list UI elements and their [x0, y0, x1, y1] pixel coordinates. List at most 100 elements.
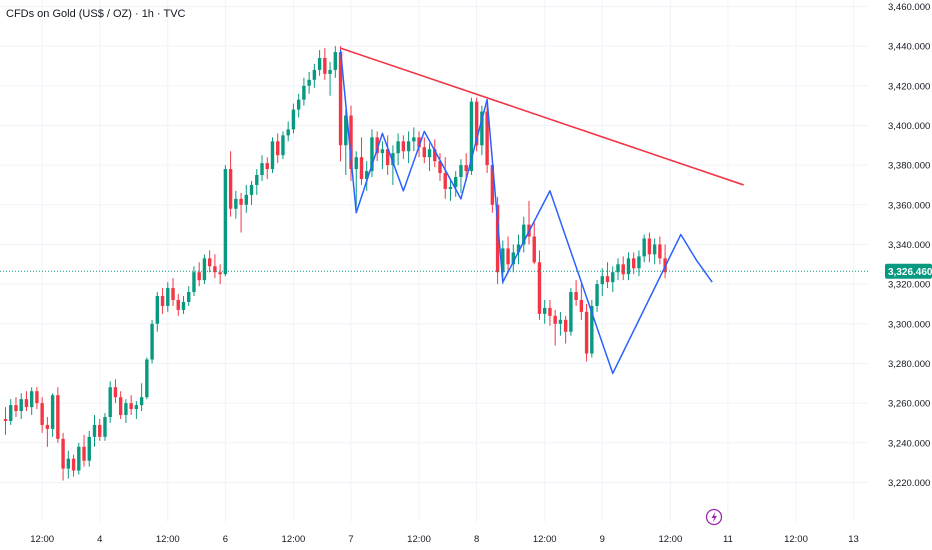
- candle-body: [647, 238, 652, 255]
- time-axis[interactable]: 12:00 4 12:00 6 12:00 7 12:00 8 12:00 9 12:00 11 12:…: [30, 534, 859, 545]
- candle: [213, 254, 217, 279]
- zigzag-pattern-drawing[interactable]: [339, 49, 713, 375]
- candle: [396, 133, 400, 166]
- candle-body: [249, 184, 254, 195]
- candle-body: [213, 266, 217, 273]
- candle-body: [108, 387, 112, 418]
- candle: [370, 129, 374, 178]
- candle-body: [548, 307, 552, 316]
- candle-body: [202, 258, 207, 281]
- candle: [412, 127, 416, 152]
- candle: [181, 296, 186, 314]
- candle-body: [506, 248, 510, 265]
- candle: [129, 395, 133, 416]
- candle-body: [611, 272, 615, 283]
- candle-body: [317, 58, 322, 70]
- candle-body: [92, 424, 97, 437]
- price-tick-label: 3,280.000: [888, 359, 930, 370]
- candle-body: [296, 99, 301, 110]
- candle: [422, 137, 426, 164]
- candle: [124, 399, 128, 423]
- candle: [338, 46, 343, 162]
- candle-body: [396, 141, 400, 154]
- candle: [155, 292, 160, 332]
- candle-body: [40, 403, 44, 425]
- candle-body: [464, 165, 468, 172]
- candle-body: [537, 262, 542, 314]
- candle: [50, 393, 55, 437]
- candle-body: [642, 238, 646, 257]
- candle-body: [19, 399, 23, 412]
- candle: [82, 434, 86, 467]
- candle-body: [427, 149, 432, 158]
- candle-body: [98, 424, 102, 437]
- candle: [349, 105, 353, 181]
- candle: [595, 280, 599, 312]
- time-tick-label: 11: [723, 534, 733, 545]
- candle: [207, 250, 212, 273]
- chart-grid: [0, 0, 868, 522]
- candle-body: [370, 137, 374, 172]
- candle: [443, 157, 447, 199]
- candle: [584, 303, 589, 362]
- candle-body: [307, 79, 311, 86]
- time-tick-label: 12:00: [658, 534, 682, 545]
- candle: [616, 258, 620, 281]
- candle-body: [495, 204, 500, 273]
- candle-body: [323, 58, 327, 74]
- candle-body: [9, 405, 13, 421]
- candle: [485, 105, 489, 174]
- candle-body: [443, 173, 447, 189]
- candle: [490, 161, 495, 213]
- price-tick-label: 3,240.000: [888, 438, 930, 449]
- candle-body: [365, 171, 369, 179]
- candlestick-series: [3, 46, 667, 481]
- time-tick-label: 6: [223, 534, 228, 545]
- candle: [234, 190, 238, 219]
- candle: [249, 180, 254, 205]
- candle: [77, 442, 81, 475]
- candle-body: [281, 135, 285, 156]
- candle: [92, 415, 97, 447]
- candle: [647, 232, 652, 263]
- candle: [255, 169, 259, 195]
- candle-body: [401, 141, 406, 152]
- lightning-icon[interactable]: [705, 508, 723, 526]
- candle: [118, 391, 123, 419]
- candle: [98, 418, 102, 441]
- candle-body: [14, 405, 18, 412]
- time-tick-label: 9: [600, 534, 605, 545]
- candle-body: [29, 391, 34, 408]
- candle-body: [328, 69, 332, 74]
- price-axis[interactable]: 3,460.000 3,440.000 3,420.000 3,400.000 3,38…: [888, 2, 930, 489]
- candle-body: [616, 264, 620, 273]
- candle-body: [553, 315, 557, 324]
- candle: [260, 155, 264, 181]
- candle-body: [349, 115, 353, 170]
- candle: [380, 141, 385, 170]
- candle-body: [448, 186, 453, 189]
- candle: [197, 262, 201, 287]
- candle: [543, 299, 547, 324]
- candle-body: [454, 177, 458, 187]
- candle-body: [192, 272, 196, 293]
- candle-body: [438, 161, 442, 174]
- candle: [9, 399, 13, 425]
- candle: [35, 387, 39, 410]
- candle: [228, 151, 233, 217]
- candle-body: [228, 169, 233, 209]
- candle-body: [223, 169, 228, 275]
- candle-body: [134, 405, 139, 410]
- candle-body: [474, 101, 479, 146]
- candle-body: [218, 272, 222, 275]
- candle: [611, 266, 615, 293]
- candle: [558, 311, 563, 336]
- candle-body: [480, 111, 484, 146]
- candle-body: [375, 137, 379, 154]
- candle-body: [621, 264, 625, 275]
- candle: [40, 397, 44, 433]
- candle: [113, 379, 118, 404]
- trendline-drawing[interactable]: [340, 47, 744, 186]
- candle: [427, 143, 432, 172]
